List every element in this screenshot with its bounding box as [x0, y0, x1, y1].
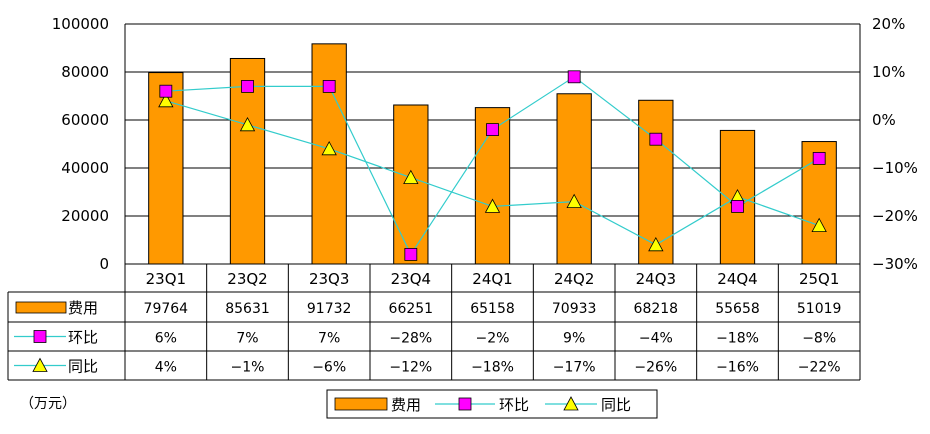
- left-axis-tick-label: 100000: [52, 15, 109, 33]
- right-axis-tick-label: −30%: [872, 255, 918, 273]
- triangle-marker: [403, 169, 419, 185]
- table-cell: −16%: [716, 360, 759, 376]
- row-name: 费用: [68, 299, 98, 317]
- category-label: 23Q2: [227, 270, 267, 288]
- table-cell: −22%: [798, 360, 841, 376]
- square-marker: [486, 123, 499, 136]
- table-cell: 79764: [144, 301, 189, 317]
- table-cell: −18%: [716, 331, 759, 347]
- legend-key-triangle: [563, 396, 579, 411]
- triangle-marker: [811, 217, 827, 233]
- triangle-marker: [484, 198, 501, 213]
- square-marker: [731, 199, 744, 213]
- triangle-marker: [648, 236, 664, 252]
- table-cell: −8%: [802, 331, 836, 347]
- triangle-marker: [239, 116, 256, 132]
- triangle-marker: [321, 140, 337, 156]
- category-label: 23Q1: [146, 270, 186, 288]
- table-cell: 70933: [552, 301, 597, 317]
- right-axis-tick-label: −10%: [872, 159, 918, 177]
- category-label: 24Q3: [636, 270, 676, 288]
- table-cell: 55658: [715, 301, 760, 317]
- category-label: 24Q2: [554, 270, 594, 288]
- legend-key-bar: [334, 397, 388, 411]
- left-axis-tick-label: 60000: [61, 111, 109, 129]
- table-cell: 7%: [318, 331, 340, 347]
- legend-key-triangle: [32, 357, 48, 372]
- legend-key-square: [458, 397, 472, 411]
- legend: 费用 环比 同比: [326, 389, 658, 419]
- row-name: 同比: [68, 358, 98, 376]
- table-cell: 6%: [155, 331, 177, 347]
- right-axis-tick-label: 0%: [872, 111, 896, 129]
- square-marker: [567, 70, 581, 84]
- table-cell: 7%: [236, 331, 258, 347]
- unit-label: （万元）: [20, 396, 76, 412]
- right-axis-tick-label: 20%: [872, 15, 905, 33]
- legend-key-square: [33, 330, 47, 343]
- square-marker: [159, 84, 173, 98]
- left-axis-tick-label: 80000: [61, 63, 109, 81]
- table-cell: −12%: [389, 360, 432, 376]
- table-cell: 85631: [225, 301, 270, 317]
- category-label: 24Q1: [472, 270, 512, 288]
- table-cell: 68218: [634, 301, 679, 317]
- bar-series: [148, 43, 837, 265]
- data-table: 23Q1 23Q2 23Q3 23Q4 24Q1 24Q2 24Q3 24Q4 25Q1 费用 79…: [7, 264, 861, 381]
- table-cell: 51019: [797, 301, 842, 317]
- table-cell: −1%: [231, 360, 265, 376]
- table-cell: −18%: [471, 360, 514, 376]
- square-marker: [404, 247, 418, 261]
- table-cell: −17%: [553, 360, 596, 376]
- table-cell: 65158: [470, 301, 515, 317]
- table-cell: 9%: [563, 331, 585, 347]
- square-marker: [322, 80, 336, 93]
- table-cell: −4%: [639, 331, 673, 347]
- line-series: [158, 70, 827, 261]
- table-cell: −2%: [476, 331, 510, 347]
- table-cell: 91732: [307, 301, 352, 317]
- table-cell: 4%: [155, 360, 177, 376]
- table-cell: 66251: [389, 301, 434, 317]
- legend-key-bar: [15, 301, 67, 314]
- table-cell: −28%: [389, 331, 432, 347]
- category-label: 24Q4: [717, 270, 757, 288]
- category-label: 25Q1: [799, 270, 839, 288]
- triangle-marker: [158, 92, 174, 108]
- table-cell: −6%: [312, 360, 346, 376]
- left-axis-tick-label: 40000: [61, 159, 109, 177]
- square-marker: [649, 132, 663, 146]
- triangle-marker: [566, 193, 582, 209]
- square-marker: [241, 80, 254, 93]
- square-marker: [812, 151, 826, 165]
- table-cell: −26%: [634, 360, 677, 376]
- row-name: 环比: [68, 329, 98, 347]
- left-axis-tick-label: 20000: [61, 207, 109, 225]
- category-label: 23Q4: [391, 270, 431, 288]
- right-axis-tick-label: −20%: [872, 207, 918, 225]
- right-axis-tick-label: 10%: [872, 63, 905, 81]
- legend-label: 环比: [499, 396, 529, 414]
- legend-label: 同比: [601, 396, 631, 414]
- legend-label: 费用: [391, 396, 421, 414]
- category-label: 23Q3: [309, 270, 349, 288]
- axes: 0 20000 40000 60000 80000 100000 −30% −20% −10% 0…: [52, 15, 918, 273]
- bar: [638, 99, 674, 265]
- left-axis-tick-label: 0: [99, 255, 109, 273]
- bar: [393, 104, 429, 265]
- bar: [556, 93, 592, 265]
